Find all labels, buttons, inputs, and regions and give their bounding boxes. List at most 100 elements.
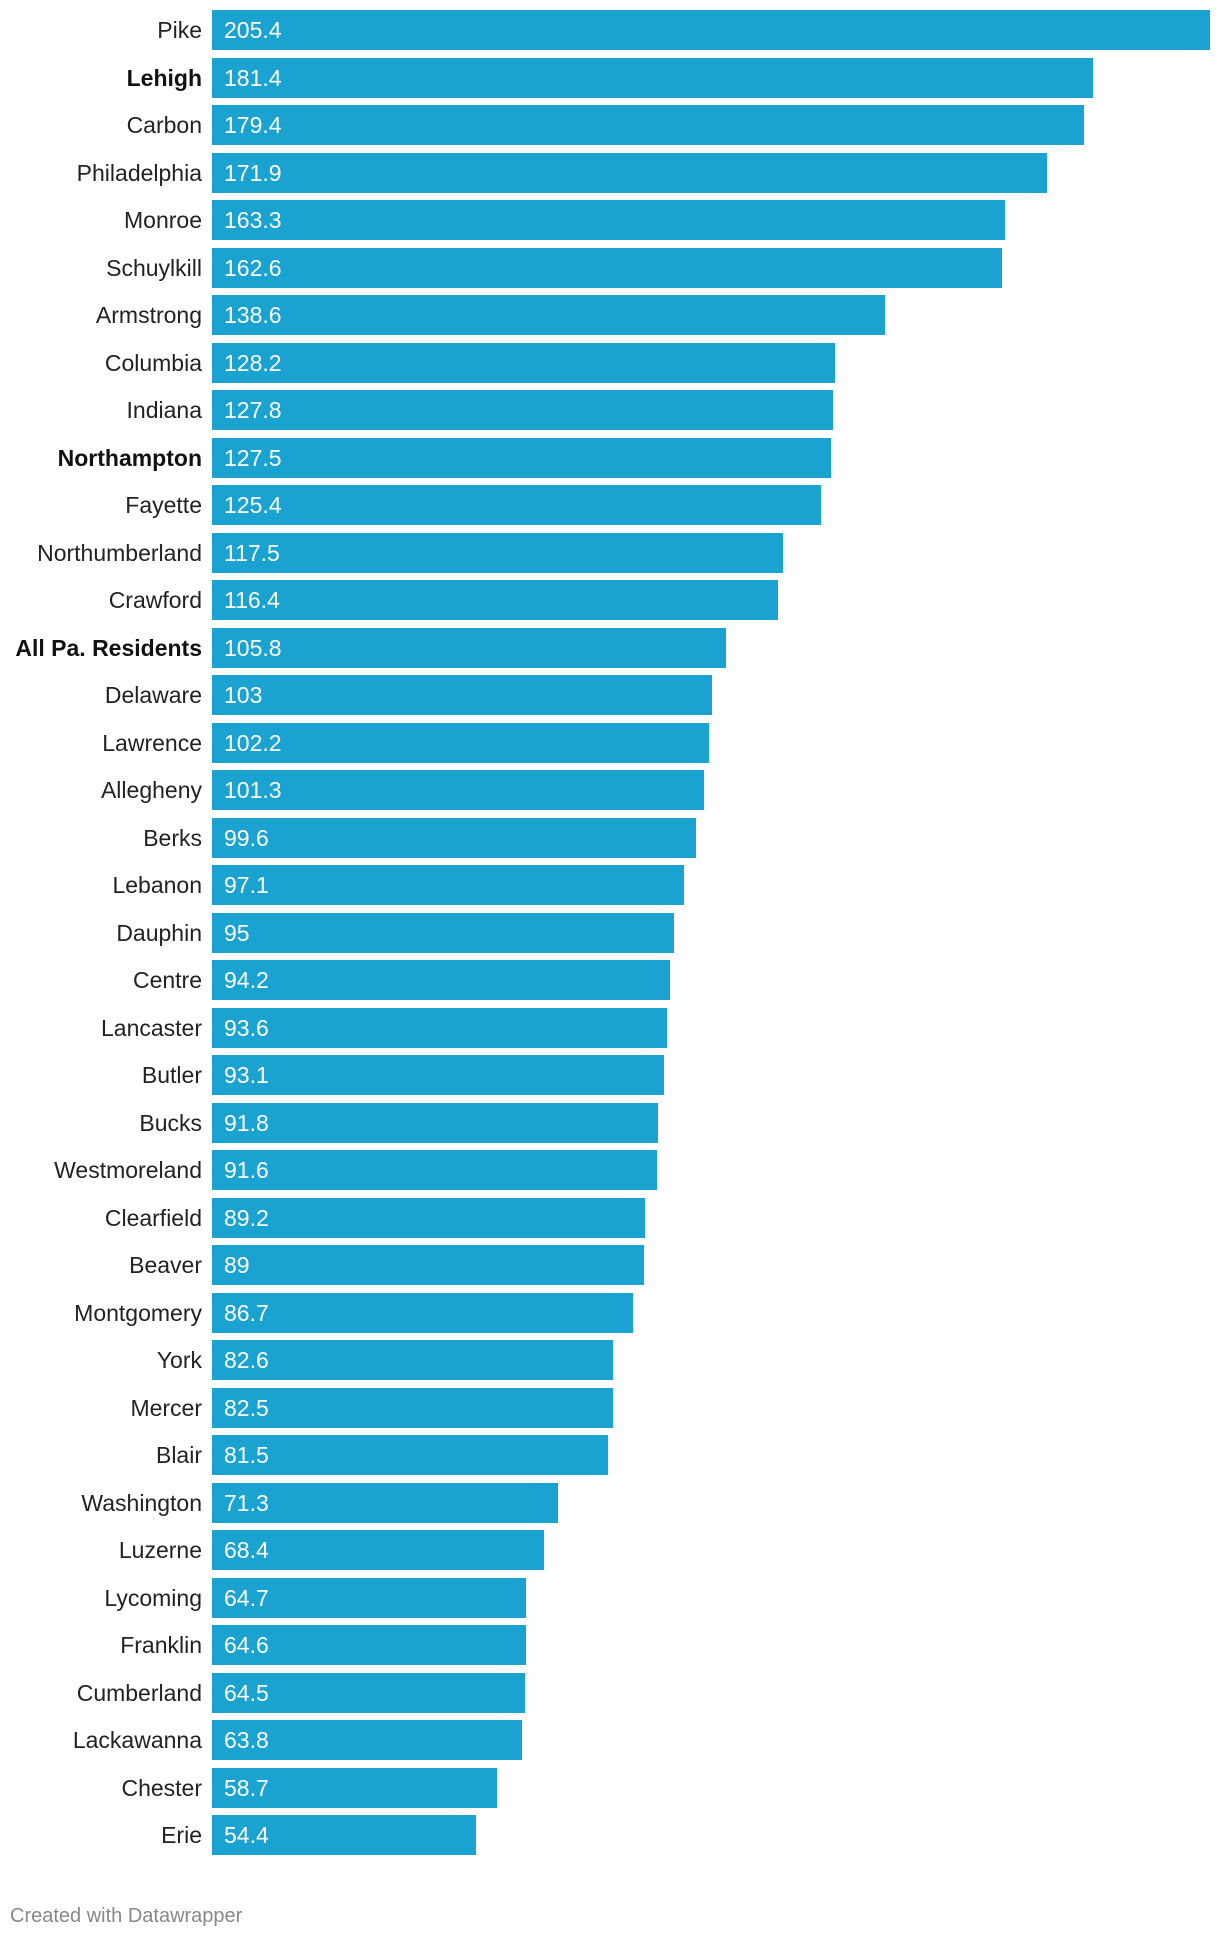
bar bbox=[212, 532, 783, 573]
bar-value-label: 179.4 bbox=[224, 112, 282, 138]
category-label: Washington bbox=[81, 1489, 202, 1516]
category-label: Columbia bbox=[104, 349, 202, 376]
bar bbox=[212, 1577, 527, 1618]
bar bbox=[212, 722, 709, 763]
category-label: Lebanon bbox=[112, 872, 202, 898]
bar-value-label: 63.8 bbox=[224, 1727, 269, 1753]
bar-value-label: 86.7 bbox=[224, 1299, 269, 1326]
category-label: Beaver bbox=[129, 1252, 202, 1278]
bar-value-label: 125.4 bbox=[224, 492, 282, 518]
category-label: Luzerne bbox=[118, 1537, 202, 1563]
bar-value-label: 94.2 bbox=[224, 967, 269, 993]
bar-value-label: 138.6 bbox=[224, 302, 282, 328]
category-label: Fayette bbox=[125, 492, 202, 518]
bar-value-label: 103 bbox=[224, 682, 263, 708]
category-label: Lawrence bbox=[102, 729, 202, 756]
bar-value-label: 93.6 bbox=[224, 1014, 269, 1041]
category-label: Bucks bbox=[139, 1109, 202, 1136]
bar-value-label: 95 bbox=[224, 919, 250, 946]
bar bbox=[212, 817, 696, 858]
bar bbox=[212, 437, 832, 478]
bar-value-label: 82.6 bbox=[224, 1347, 269, 1373]
category-label: Westmoreland bbox=[54, 1157, 202, 1183]
bar-value-label: 102.2 bbox=[224, 729, 282, 756]
bar bbox=[212, 295, 886, 335]
category-label: Northumberland bbox=[37, 539, 202, 566]
bar bbox=[212, 200, 1006, 240]
bar-value-label: 89 bbox=[224, 1252, 250, 1278]
bar-value-label: 64.6 bbox=[224, 1632, 269, 1658]
category-label: All Pa. Residents bbox=[15, 634, 202, 661]
bar bbox=[212, 57, 1094, 98]
bar-value-label: 127.5 bbox=[224, 444, 282, 471]
bar bbox=[212, 1055, 665, 1095]
bar-value-label: 163.3 bbox=[224, 207, 282, 233]
category-label: Chester bbox=[121, 1774, 202, 1801]
bar-value-label: 99.6 bbox=[224, 824, 269, 851]
bar-value-label: 128.2 bbox=[224, 349, 282, 376]
bar bbox=[212, 247, 1003, 288]
category-label: Franklin bbox=[120, 1632, 202, 1658]
category-label: Pike bbox=[157, 17, 202, 43]
bar bbox=[212, 1340, 614, 1380]
bar-value-label: 81.5 bbox=[224, 1442, 269, 1468]
bar-value-label: 117.5 bbox=[224, 539, 280, 566]
category-label: Lehigh bbox=[126, 64, 202, 91]
category-label: Cumberland bbox=[76, 1679, 202, 1706]
bar bbox=[212, 865, 684, 905]
bar bbox=[212, 1435, 608, 1475]
bar-value-label: 68.4 bbox=[224, 1537, 269, 1563]
category-label: Lycoming bbox=[104, 1584, 202, 1611]
bar bbox=[212, 1767, 498, 1808]
bar-value-label: 97.1 bbox=[224, 872, 269, 898]
category-label: Butler bbox=[141, 1062, 202, 1088]
category-label: Montgomery bbox=[74, 1299, 202, 1326]
bar bbox=[212, 1625, 526, 1665]
category-label: Indiana bbox=[126, 397, 202, 423]
datawrapper-credit[interactable]: Created with Datawrapper bbox=[10, 1905, 243, 1927]
category-label: Schuylkill bbox=[106, 254, 202, 281]
bar bbox=[212, 770, 705, 810]
bar bbox=[212, 675, 713, 715]
category-label: Armstrong bbox=[95, 302, 202, 328]
category-label: Centre bbox=[132, 967, 202, 993]
bar-value-label: 181.4 bbox=[224, 64, 282, 91]
bar-value-label: 162.6 bbox=[224, 254, 282, 281]
bar bbox=[212, 1292, 634, 1333]
bar-value-label: 127.8 bbox=[224, 397, 282, 423]
bar bbox=[212, 1720, 522, 1760]
bar-value-label: 58.7 bbox=[224, 1774, 269, 1801]
bar bbox=[212, 1387, 613, 1428]
bar bbox=[212, 1102, 659, 1143]
bar bbox=[212, 1197, 646, 1238]
category-label: Erie bbox=[161, 1822, 202, 1848]
bar bbox=[212, 105, 1084, 145]
bar-value-label: 64.7 bbox=[224, 1584, 269, 1611]
bar bbox=[212, 390, 833, 430]
bar bbox=[212, 580, 778, 620]
category-label: Allegheny bbox=[100, 777, 202, 803]
category-label: York bbox=[156, 1347, 202, 1373]
bar-value-label: 205.4 bbox=[224, 17, 282, 43]
bar-value-label: 101.3 bbox=[224, 777, 282, 803]
bar bbox=[212, 912, 674, 953]
bar bbox=[212, 960, 670, 1000]
bar bbox=[212, 1245, 645, 1285]
bar bbox=[212, 152, 1048, 193]
bar-value-label: 82.5 bbox=[224, 1394, 269, 1421]
category-label: Crawford bbox=[108, 587, 202, 613]
bar-value-label: 93.1 bbox=[224, 1062, 269, 1088]
category-label: Clearfield bbox=[104, 1204, 202, 1231]
category-label: Berks bbox=[143, 824, 202, 851]
category-label: Blair bbox=[155, 1442, 202, 1468]
bar bbox=[212, 1007, 667, 1048]
bar bbox=[212, 10, 1210, 50]
bar-value-label: 171.9 bbox=[224, 159, 282, 186]
bar bbox=[212, 627, 727, 668]
category-label: Carbon bbox=[126, 112, 202, 138]
bar-value-label: 91.8 bbox=[224, 1109, 269, 1136]
category-label: Dauphin bbox=[116, 919, 202, 946]
category-label: Monroe bbox=[124, 207, 202, 233]
category-label: Mercer bbox=[130, 1394, 202, 1421]
category-label: Philadelphia bbox=[76, 159, 202, 186]
